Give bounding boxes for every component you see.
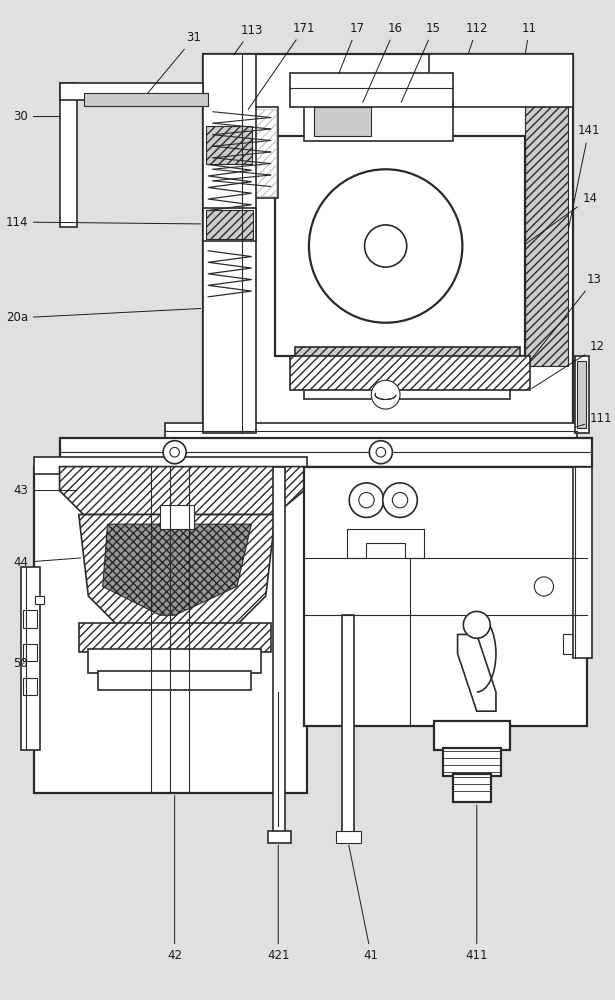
Bar bbox=[206, 210, 253, 239]
Bar bbox=[274, 467, 285, 836]
Text: 31: 31 bbox=[148, 31, 201, 93]
Bar bbox=[429, 54, 573, 107]
Text: 171: 171 bbox=[248, 22, 315, 109]
Bar bbox=[21, 567, 41, 750]
Circle shape bbox=[163, 441, 186, 464]
Circle shape bbox=[463, 611, 490, 638]
Text: 30: 30 bbox=[13, 110, 60, 123]
Bar bbox=[304, 375, 510, 399]
Circle shape bbox=[365, 225, 407, 267]
Bar bbox=[34, 596, 44, 604]
Bar bbox=[206, 107, 278, 198]
Bar bbox=[23, 644, 36, 661]
Bar bbox=[34, 457, 307, 474]
Bar bbox=[276, 136, 525, 356]
Bar bbox=[204, 54, 573, 433]
Bar bbox=[161, 505, 194, 529]
Bar bbox=[89, 649, 261, 673]
Text: 14: 14 bbox=[525, 192, 597, 244]
Bar bbox=[443, 748, 501, 776]
Bar bbox=[206, 126, 252, 164]
Bar bbox=[573, 467, 592, 658]
Bar bbox=[563, 634, 582, 654]
Text: 43: 43 bbox=[13, 484, 76, 497]
Bar bbox=[208, 109, 276, 196]
Text: 421: 421 bbox=[267, 845, 290, 962]
Bar bbox=[290, 356, 530, 390]
Bar bbox=[165, 423, 577, 441]
Text: 411: 411 bbox=[466, 805, 488, 962]
Polygon shape bbox=[60, 467, 304, 515]
Text: 20a: 20a bbox=[6, 308, 200, 324]
Polygon shape bbox=[458, 634, 496, 711]
Bar bbox=[290, 73, 453, 107]
Circle shape bbox=[376, 447, 386, 457]
Bar bbox=[60, 438, 592, 467]
Circle shape bbox=[534, 577, 554, 596]
Bar bbox=[34, 467, 307, 793]
Bar bbox=[434, 721, 510, 750]
Text: 114: 114 bbox=[6, 216, 200, 229]
Text: 141: 141 bbox=[568, 124, 600, 229]
Polygon shape bbox=[79, 515, 276, 625]
Text: 112: 112 bbox=[466, 22, 488, 54]
Bar bbox=[574, 356, 589, 433]
Text: 44: 44 bbox=[13, 556, 81, 569]
Bar bbox=[60, 83, 204, 100]
Text: 13: 13 bbox=[531, 273, 602, 359]
Text: 16: 16 bbox=[363, 22, 403, 102]
Bar bbox=[98, 671, 252, 690]
Circle shape bbox=[349, 483, 384, 517]
Text: 113: 113 bbox=[234, 24, 263, 55]
Bar bbox=[79, 623, 271, 652]
Bar bbox=[268, 831, 291, 843]
Bar bbox=[23, 678, 36, 695]
Circle shape bbox=[371, 380, 400, 409]
Text: 17: 17 bbox=[339, 22, 364, 74]
Bar bbox=[60, 83, 77, 227]
Polygon shape bbox=[103, 524, 252, 615]
Bar bbox=[304, 102, 453, 141]
Text: 15: 15 bbox=[401, 22, 441, 102]
Text: 12: 12 bbox=[532, 340, 605, 388]
Circle shape bbox=[309, 169, 462, 323]
Bar bbox=[525, 97, 568, 366]
Circle shape bbox=[383, 483, 418, 517]
Bar bbox=[453, 774, 491, 802]
Bar bbox=[23, 610, 36, 628]
Text: 11: 11 bbox=[522, 22, 537, 54]
Bar bbox=[577, 361, 586, 428]
Bar bbox=[204, 208, 256, 241]
Bar bbox=[84, 93, 208, 106]
Bar bbox=[343, 615, 354, 836]
Circle shape bbox=[370, 441, 392, 464]
Circle shape bbox=[359, 492, 374, 508]
Text: 50: 50 bbox=[13, 657, 28, 670]
Circle shape bbox=[170, 447, 180, 457]
Bar bbox=[204, 54, 256, 433]
Circle shape bbox=[392, 492, 408, 508]
Bar bbox=[314, 107, 371, 136]
Text: 42: 42 bbox=[167, 795, 182, 962]
Bar bbox=[336, 831, 361, 843]
Bar bbox=[295, 347, 520, 380]
Polygon shape bbox=[347, 529, 424, 558]
Text: 111: 111 bbox=[575, 412, 613, 427]
Bar bbox=[304, 467, 587, 726]
Text: 41: 41 bbox=[349, 845, 379, 962]
